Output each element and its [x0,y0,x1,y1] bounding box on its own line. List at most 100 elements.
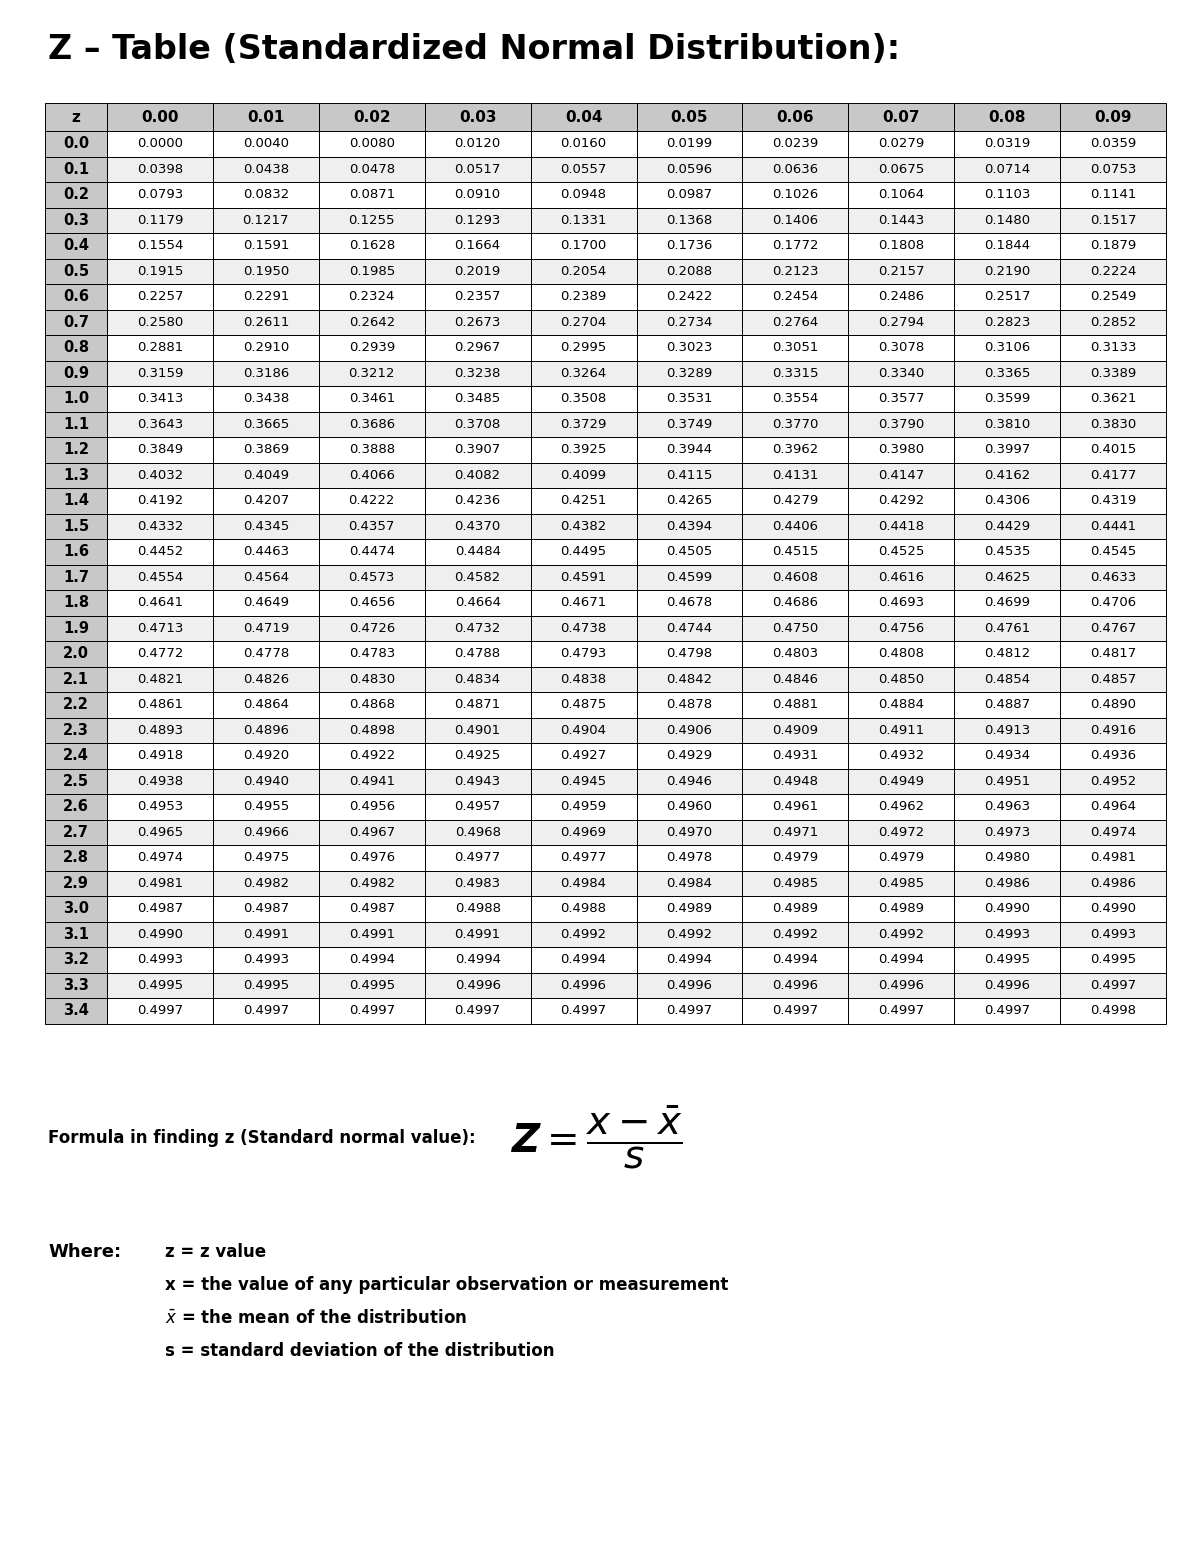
Bar [107,871,212,896]
Text: 0.4938: 0.4938 [137,775,184,787]
Bar [212,258,319,284]
Text: 0.2967: 0.2967 [455,342,500,354]
Text: z = z value: z = z value [166,1242,266,1261]
Text: 0.4591: 0.4591 [560,572,607,584]
Bar [954,717,1060,742]
Text: 0.1554: 0.1554 [137,239,184,252]
Bar [848,463,954,488]
Bar [743,463,848,488]
Bar [425,182,530,208]
Text: 0.1915: 0.1915 [137,264,184,278]
Text: 0.4838: 0.4838 [560,672,607,686]
Text: 0.1: 0.1 [62,162,89,177]
Text: 0.2734: 0.2734 [666,315,713,329]
Text: 0.0080: 0.0080 [349,137,395,151]
Bar [319,590,425,615]
Bar [954,666,1060,693]
Bar [848,157,954,182]
Bar [1060,896,1166,921]
Text: 0.2823: 0.2823 [984,315,1031,329]
Bar [636,258,743,284]
Text: 0.4955: 0.4955 [242,800,289,814]
Bar [107,387,212,412]
Text: 0.3869: 0.3869 [242,443,289,457]
Bar [425,769,530,794]
Bar [46,820,107,845]
Bar [636,717,743,742]
Text: 0.4988: 0.4988 [560,902,606,915]
Bar [107,360,212,387]
Bar [848,102,954,130]
Text: 0.4961: 0.4961 [773,800,818,814]
Text: 0.4936: 0.4936 [1090,749,1136,763]
Bar [107,666,212,693]
Bar [46,360,107,387]
Bar [743,130,848,157]
Bar [848,387,954,412]
Text: 0.0675: 0.0675 [878,163,924,175]
Bar [425,157,530,182]
Bar [530,999,636,1023]
Bar [425,102,530,130]
Text: 0.4641: 0.4641 [137,596,184,609]
Text: 2.9: 2.9 [64,876,89,891]
Bar [212,794,319,820]
Text: 1.3: 1.3 [64,467,89,483]
Text: 0.0239: 0.0239 [773,137,818,151]
Bar [425,615,530,641]
Text: 0.4332: 0.4332 [137,520,184,533]
Text: 2.5: 2.5 [64,773,89,789]
Text: 0.0948: 0.0948 [560,188,606,202]
Text: 0.4996: 0.4996 [560,978,606,992]
Bar [954,742,1060,769]
Text: 0.3770: 0.3770 [772,418,818,430]
Bar [319,130,425,157]
Bar [636,284,743,309]
Bar [530,436,636,463]
Bar [636,921,743,947]
Text: 0.1844: 0.1844 [984,239,1031,252]
Bar [107,769,212,794]
Bar [848,999,954,1023]
Bar [636,335,743,360]
Text: 0.4960: 0.4960 [666,800,713,814]
Text: 0.4962: 0.4962 [878,800,924,814]
Bar [636,590,743,615]
Text: 0.4505: 0.4505 [666,545,713,558]
Bar [1060,412,1166,436]
Bar [107,539,212,564]
Text: 0.1736: 0.1736 [666,239,713,252]
Bar [46,921,107,947]
Text: 0.1443: 0.1443 [878,214,924,227]
Bar [212,641,319,666]
Text: 0.4995: 0.4995 [242,978,289,992]
Bar [46,693,107,717]
Text: 1.9: 1.9 [64,621,89,635]
Bar [212,233,319,258]
Bar [46,157,107,182]
Bar [212,564,319,590]
Bar [743,769,848,794]
Bar [1060,360,1166,387]
Text: 0.4265: 0.4265 [666,494,713,508]
Bar [319,896,425,921]
Bar [954,463,1060,488]
Text: 1.5: 1.5 [62,519,89,534]
Bar [848,666,954,693]
Text: 0.4793: 0.4793 [560,648,607,660]
Text: 2.2: 2.2 [64,697,89,713]
Text: 0.4952: 0.4952 [1090,775,1136,787]
Text: 2.7: 2.7 [64,825,89,840]
Text: 0.4967: 0.4967 [349,826,395,839]
Bar [848,335,954,360]
Text: 0.4989: 0.4989 [878,902,924,915]
Text: 0.4783: 0.4783 [349,648,395,660]
Bar [636,564,743,590]
Bar [425,335,530,360]
Bar [46,488,107,514]
Bar [319,463,425,488]
Text: 0.1255: 0.1255 [348,214,395,227]
Text: 0.4192: 0.4192 [137,494,184,508]
Bar [46,335,107,360]
Text: 0.4898: 0.4898 [349,724,395,736]
